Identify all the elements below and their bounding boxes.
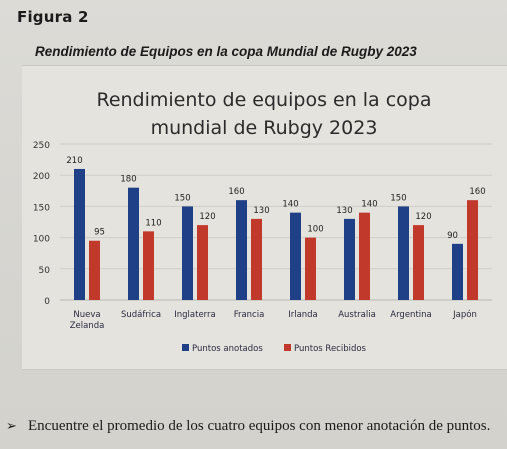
data-label: 210 (66, 156, 82, 166)
bar-puntos-recibidos (251, 218, 262, 300)
data-label: 95 (94, 228, 105, 238)
bar-puntos-anotados (128, 187, 139, 300)
data-label: 180 (120, 175, 136, 185)
x-category-label: Irlanda (288, 310, 318, 320)
bar-puntos-anotados (74, 168, 85, 300)
bar-puntos-anotados (398, 206, 409, 300)
y-tick-label: 150 (33, 203, 50, 213)
chart-panel: Rendimiento de equipos en la copa mundial… (22, 65, 507, 370)
bar-puntos-recibidos (305, 237, 316, 300)
bar-puntos-anotados (236, 200, 247, 300)
x-category-label: Sudáfrica (121, 310, 161, 320)
legend-swatch (182, 344, 189, 351)
data-label: 160 (228, 187, 244, 197)
x-category-label: Australia (338, 310, 376, 320)
arrow-bullet-icon: ➢ (6, 419, 17, 434)
data-label: 140 (282, 200, 298, 210)
chart-title-line: Rendimiento de equipos en la copa (96, 89, 431, 111)
bar-puntos-recibidos (467, 200, 478, 300)
data-label: 110 (145, 218, 161, 228)
data-label: 100 (307, 225, 323, 235)
data-label: 90 (447, 231, 458, 241)
x-category-label: Inglaterra (174, 310, 215, 320)
x-category-label: Nueva (73, 310, 100, 320)
bar-puntos-anotados (452, 243, 463, 300)
chart-title-line: mundial de Rubgy 2023 (151, 117, 378, 139)
data-label: 130 (336, 206, 352, 216)
bar-puntos-recibidos (197, 225, 208, 300)
bar-puntos-anotados (290, 212, 301, 300)
exercise-question: ➢ Encuentre el promedio de los cuatro equ… (6, 418, 490, 435)
figure-label: Figura 2 (17, 8, 89, 26)
y-tick-label: 50 (39, 266, 51, 276)
y-tick-label: 200 (33, 172, 50, 182)
bar-puntos-anotados (182, 206, 193, 300)
x-category-label: Zelanda (70, 321, 105, 331)
legend-swatch (284, 344, 291, 351)
bar-puntos-recibidos (413, 225, 424, 300)
bar-chart: Rendimiento de equipos en la copa mundial… (33, 89, 492, 354)
x-category-label: Argentina (390, 310, 431, 320)
data-label: 120 (415, 212, 431, 222)
bar-puntos-recibidos (143, 231, 154, 300)
legend-label: Puntos Recibidos (294, 344, 367, 354)
data-label: 120 (199, 212, 215, 222)
figure-caption: Rendimiento de Equipos en la copa Mundia… (35, 44, 417, 59)
y-tick-label: 100 (33, 235, 50, 245)
legend-label: Puntos anotados (192, 344, 263, 354)
x-category-label: Francia (234, 310, 265, 320)
data-label: 150 (390, 193, 406, 203)
data-label: 140 (361, 200, 377, 210)
x-category-label: Japón (452, 309, 477, 320)
bar-puntos-recibidos (359, 212, 370, 300)
bar-puntos-recibidos (89, 240, 100, 300)
data-label: 160 (469, 187, 485, 197)
data-label: 130 (253, 206, 269, 216)
data-label: 150 (174, 193, 190, 203)
y-tick-label: 0 (44, 297, 50, 307)
bar-puntos-anotados (344, 218, 355, 300)
y-tick-label: 250 (33, 141, 50, 151)
question-text: Encuentre el promedio de los cuatro equi… (28, 418, 491, 434)
